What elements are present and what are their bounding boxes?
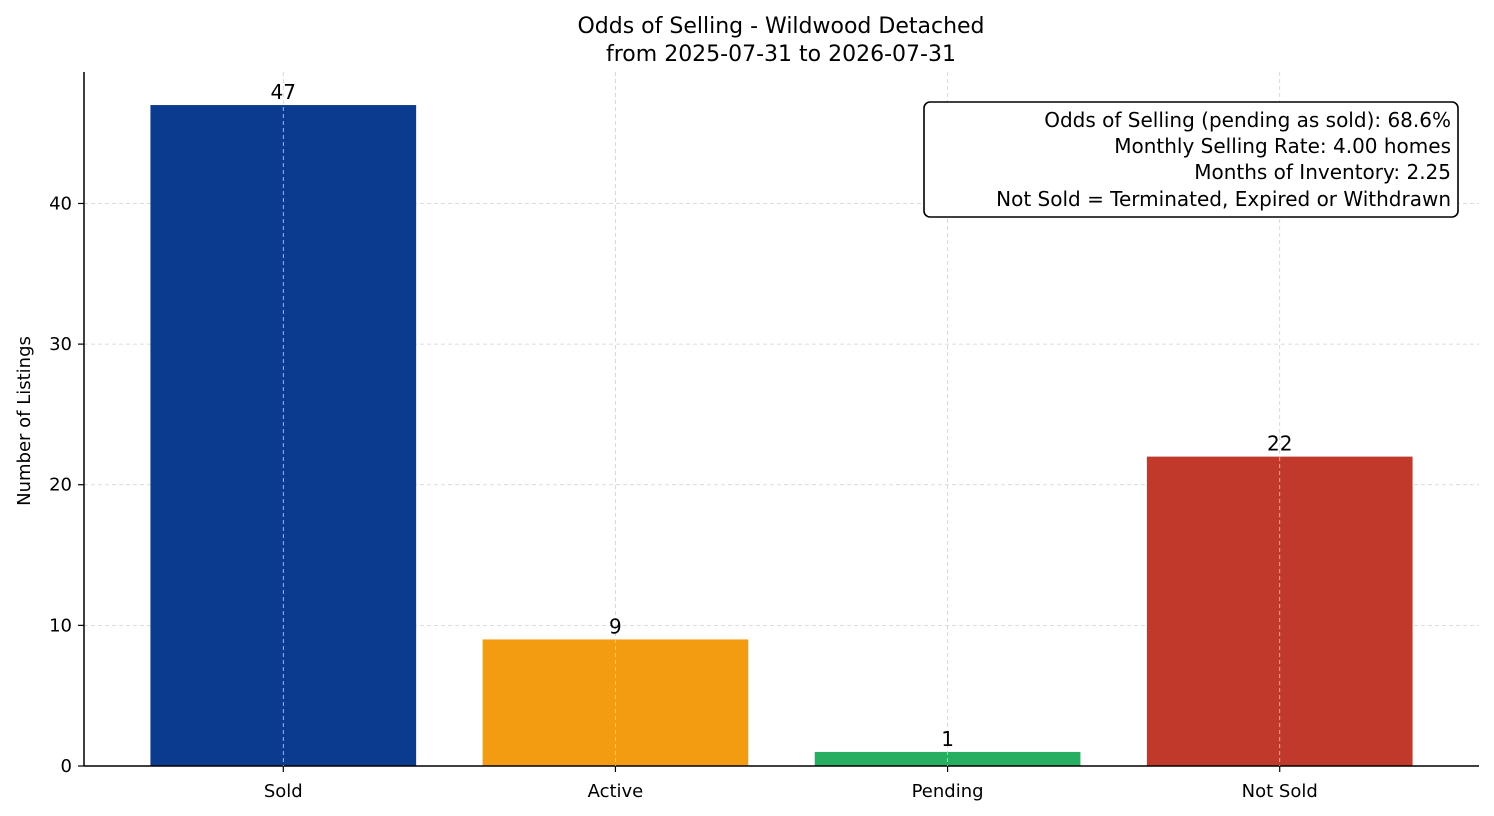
y-tick-label: 30	[49, 334, 72, 355]
y-tick-label: 0	[61, 756, 72, 777]
info-line-odds: Odds of Selling (pending as sold): 68.6%	[1044, 108, 1451, 132]
info-box: Odds of Selling (pending as sold): 68.6%…	[923, 101, 1459, 218]
y-tick-label: 40	[49, 193, 72, 214]
x-tick-label: Sold	[264, 781, 303, 802]
info-line-definition: Not Sold = Terminated, Expired or Withdr…	[996, 187, 1451, 211]
bar-value-label: 22	[1267, 432, 1292, 456]
x-tick-label: Pending	[912, 781, 984, 802]
x-tick-label: Active	[588, 781, 644, 802]
y-tick-label: 10	[49, 615, 72, 636]
bar-value-label: 47	[271, 80, 296, 104]
axes-layer: 0 10 20 30 40 Sold Active Pending Not Sold	[49, 72, 1479, 802]
chart-subtitle: from 2025-07-31 to 2026-07-31	[606, 42, 956, 67]
x-tick-label: Not Sold	[1242, 781, 1318, 802]
y-tick-label: 20	[49, 475, 72, 496]
chart-title: Odds of Selling - Wildwood Detached	[577, 14, 984, 39]
bar-value-label: 9	[609, 614, 622, 638]
bar-value-label: 1	[941, 727, 954, 751]
bar-sold	[150, 105, 417, 767]
info-line-inventory: Months of Inventory: 2.25	[1194, 160, 1451, 184]
y-axis-label: Number of Listings	[14, 336, 35, 506]
info-line-rate: Monthly Selling Rate: 4.00 homes	[1114, 134, 1451, 158]
info-box-frame	[923, 101, 1459, 218]
